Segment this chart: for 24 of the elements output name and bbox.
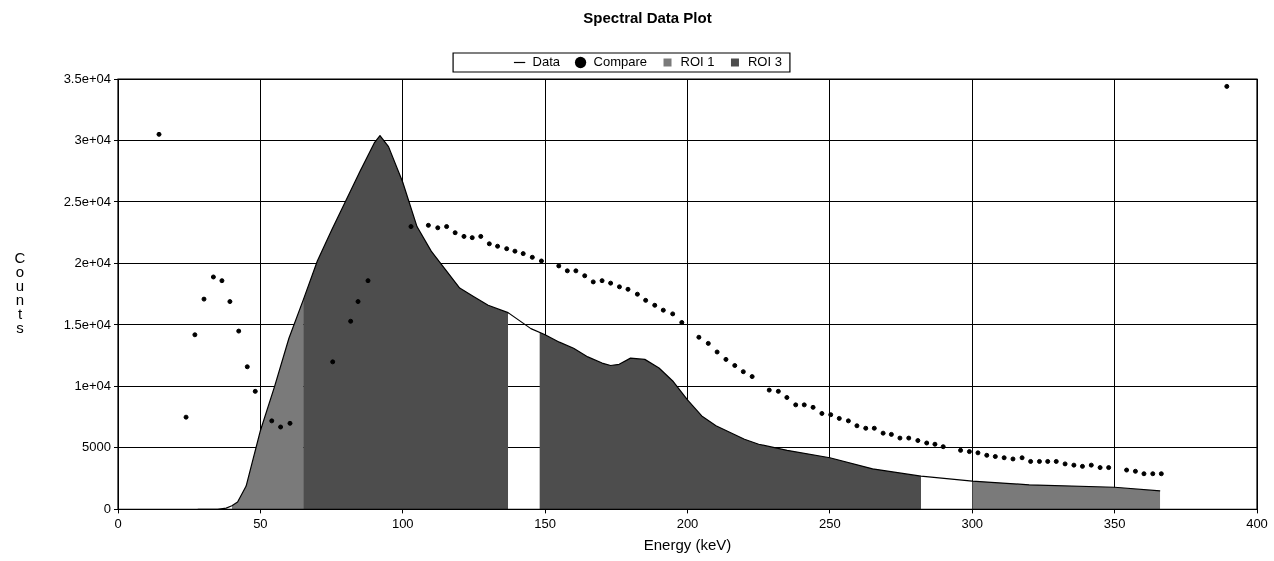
x-tick-label: 100 [391, 515, 414, 531]
y-tick-label: 3.5e+04 [63, 70, 111, 86]
y-tick-label: 3e+04 [74, 132, 111, 148]
y-tick-label: 2.5e+04 [63, 193, 111, 209]
x-tick-label: 0 [114, 515, 122, 531]
y-tick-label: 2e+04 [74, 255, 111, 271]
x-tick-label: 350 [1103, 515, 1126, 531]
y-tick-label: 0 [103, 500, 111, 516]
x-axis-title: Energy (keV) [643, 536, 732, 554]
legend-label: ROI 3 [747, 54, 782, 70]
x-tick-label: 200 [676, 515, 699, 531]
x-tick-label: 250 [819, 515, 841, 531]
legend-label: Data [532, 54, 561, 70]
legend-label: ROI 1 [680, 54, 715, 70]
x-tick-label: 300 [961, 515, 984, 531]
x-tick-label: 400 [1246, 515, 1268, 531]
x-tick-label: 50 [253, 515, 268, 531]
y-tick-label: 1.5e+04 [63, 316, 111, 332]
y-tick-label: 1e+04 [74, 378, 111, 394]
y-axis-title: Counts [14, 249, 26, 337]
y-tick-label: 5000 [82, 439, 111, 455]
x-tick-label: 150 [534, 515, 556, 531]
legend-label: Compare [593, 54, 648, 70]
chart-title: Spectral Data Plot [583, 9, 712, 27]
